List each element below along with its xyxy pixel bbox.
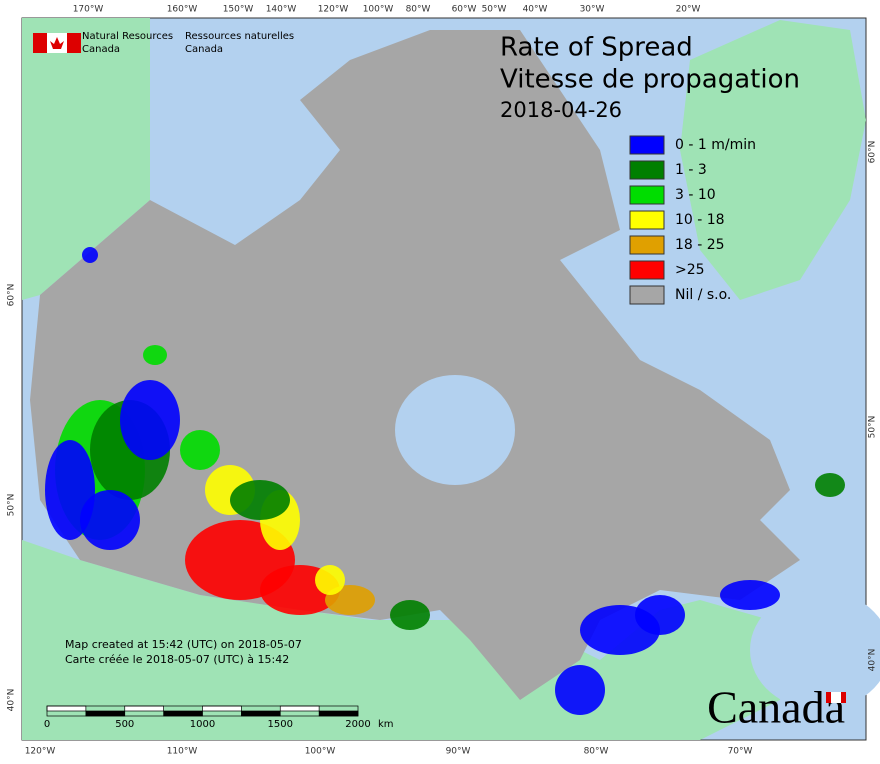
fire-area — [120, 380, 180, 460]
graticule-label: 20°W — [676, 5, 701, 15]
graticule-label: 50°N — [7, 494, 17, 517]
hudson-bay — [395, 375, 515, 485]
legend-label: 3 - 10 — [675, 187, 716, 203]
legend-swatch — [629, 260, 665, 280]
fire-area — [180, 430, 220, 470]
scale-segment — [85, 710, 126, 717]
legend-label: Nil / s.o. — [675, 287, 731, 303]
alaska — [22, 18, 150, 300]
legend-swatch — [629, 160, 665, 180]
title: Vitesse de propagation — [500, 65, 800, 95]
graticule-label: 100°W — [363, 5, 394, 15]
scale-label: 0 — [44, 719, 50, 730]
scale-label: 500 — [115, 719, 134, 730]
graticule-label: 160°W — [167, 5, 198, 15]
scale-segment — [202, 705, 242, 712]
legend-swatch — [629, 185, 665, 205]
fire-area — [635, 595, 685, 635]
agency-fr: Ressources naturelles — [185, 31, 294, 42]
scale-label: 1500 — [268, 719, 293, 730]
graticule-label: 60°N — [868, 141, 878, 164]
graticule-label: 170°W — [73, 5, 104, 15]
graticule-label: 90°W — [446, 747, 471, 757]
graticule-label: 40°N — [868, 649, 878, 672]
scale-segment — [279, 705, 320, 712]
fire-area — [80, 490, 140, 550]
graticule-label: 120°W — [318, 5, 349, 15]
legend-swatch — [629, 135, 665, 155]
scale-segment — [124, 705, 164, 712]
graticule-label: 30°W — [580, 5, 605, 15]
legend-label: 10 - 18 — [675, 212, 725, 228]
fire-area — [720, 580, 780, 610]
fire-area — [390, 600, 430, 630]
flag-right — [67, 33, 81, 53]
fire-area — [82, 247, 98, 263]
graticule-label: 140°W — [266, 5, 297, 15]
title: Rate of Spread — [500, 33, 693, 63]
greenland — [680, 20, 866, 300]
scale-label: 1000 — [190, 719, 215, 730]
agency-en: Natural Resources — [82, 31, 173, 42]
wordmark: Canada — [707, 682, 845, 733]
scale-segment — [241, 710, 281, 717]
graticule-label: 150°W — [223, 5, 254, 15]
graticule-label: 40°N — [7, 689, 17, 712]
agency-fr: Canada — [185, 44, 223, 55]
graticule-label: 110°W — [167, 747, 198, 757]
legend-swatch — [629, 235, 665, 255]
fire-area — [230, 480, 290, 520]
graticule-label: 100°W — [305, 747, 336, 757]
graticule-label: 50°N — [868, 416, 878, 439]
graticule-label: 80°W — [584, 747, 609, 757]
graticule-label: 80°W — [406, 5, 431, 15]
scale-segment — [46, 705, 359, 717]
scale-segment — [163, 710, 203, 717]
note: Map created at 15:42 (UTC) on 2018-05-07 — [65, 638, 302, 651]
scale-unit: km — [378, 719, 394, 730]
fire-area — [315, 565, 345, 595]
graticule-label: 70°W — [728, 747, 753, 757]
fire-areas — [45, 247, 845, 715]
date: 2018-04-26 — [500, 98, 622, 122]
legend-swatch — [629, 285, 665, 305]
fire-area — [555, 665, 605, 715]
flag-left — [33, 33, 47, 53]
graticule-label: 60°N — [7, 284, 17, 307]
legend-label: >25 — [675, 262, 705, 278]
graticule-label: 50°W — [482, 5, 507, 15]
scale-label: 2000 — [345, 719, 370, 730]
wordmark-flag-center — [831, 692, 841, 703]
graticule-label: 120°W — [25, 747, 56, 757]
graticule-label: 60°W — [452, 5, 477, 15]
fire-area — [143, 345, 167, 365]
legend-label: 1 - 3 — [675, 162, 707, 178]
scale-segment — [318, 710, 359, 717]
graticule-label: 40°W — [523, 5, 548, 15]
atlantic — [750, 590, 880, 710]
scale-segment — [46, 705, 87, 712]
note: Carte créée le 2018-05-07 (UTC) à 15:42 — [65, 653, 289, 666]
legend-swatch — [629, 210, 665, 230]
fire-area — [815, 473, 845, 497]
agency-en: Canada — [82, 44, 120, 55]
legend-label: 18 - 25 — [675, 237, 725, 253]
legend-label: 0 - 1 m/min — [675, 137, 756, 153]
maple-leaf — [50, 37, 64, 49]
